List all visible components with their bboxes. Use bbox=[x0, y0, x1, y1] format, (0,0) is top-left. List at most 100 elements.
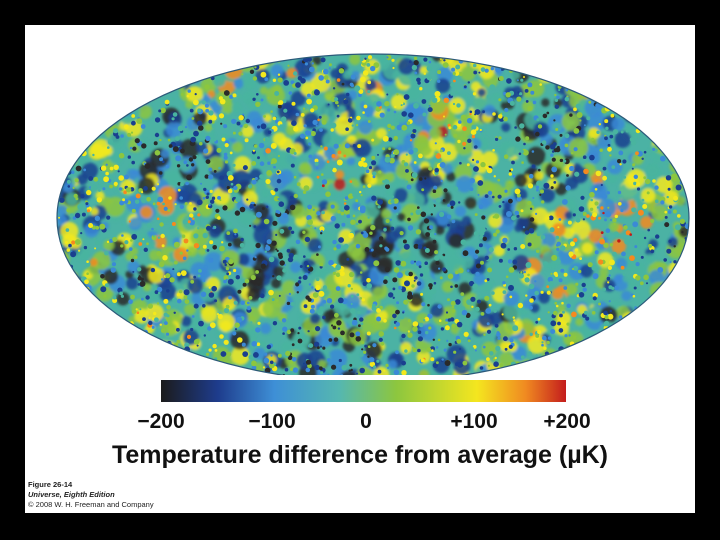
map-speck bbox=[249, 204, 255, 209]
map-speck bbox=[377, 199, 383, 205]
map-blob bbox=[616, 74, 632, 90]
map-speck bbox=[683, 320, 689, 325]
map-blob bbox=[72, 287, 90, 305]
map-speck bbox=[355, 336, 362, 342]
map-speck bbox=[385, 219, 390, 223]
map-speck bbox=[629, 255, 635, 261]
map-speck bbox=[624, 238, 631, 245]
map-speck bbox=[440, 327, 445, 331]
map-speck bbox=[312, 119, 318, 126]
map-speck bbox=[97, 96, 99, 99]
map-blob bbox=[57, 280, 63, 292]
map-speck bbox=[401, 160, 406, 164]
map-speck bbox=[333, 247, 337, 251]
map-blob bbox=[103, 95, 121, 113]
map-speck bbox=[633, 369, 637, 374]
map-speck bbox=[559, 313, 563, 318]
map-speck bbox=[238, 115, 244, 121]
map-speck bbox=[244, 278, 250, 284]
map-speck bbox=[107, 363, 110, 366]
map-blob bbox=[657, 54, 678, 74]
map-speck bbox=[460, 292, 465, 296]
map-speck bbox=[83, 168, 87, 172]
map-speck bbox=[604, 218, 607, 222]
map-speck bbox=[535, 334, 540, 338]
map-speck bbox=[586, 214, 590, 218]
map-speck bbox=[224, 160, 229, 164]
map-blob bbox=[530, 358, 546, 374]
map-speck bbox=[495, 137, 499, 141]
map-speck bbox=[203, 55, 209, 60]
map-speck bbox=[517, 302, 524, 309]
map-speck bbox=[302, 230, 306, 234]
map-speck bbox=[141, 352, 147, 358]
map-blob bbox=[551, 222, 566, 237]
map-speck bbox=[69, 275, 76, 282]
map-speck bbox=[478, 71, 481, 74]
map-speck bbox=[260, 98, 264, 102]
map-speck bbox=[673, 245, 676, 248]
map-speck bbox=[180, 148, 185, 154]
map-speck bbox=[535, 320, 539, 324]
map-speck bbox=[454, 284, 459, 288]
map-speck bbox=[463, 331, 469, 337]
map-blob bbox=[75, 292, 92, 310]
map-speck bbox=[113, 128, 119, 134]
map-speck bbox=[687, 371, 689, 374]
map-speck bbox=[663, 365, 666, 369]
map-speck bbox=[198, 62, 202, 66]
map-speck bbox=[428, 203, 435, 210]
map-blob bbox=[179, 159, 192, 172]
map-speck bbox=[131, 350, 135, 354]
map-blob bbox=[362, 105, 375, 118]
map-speck bbox=[609, 330, 613, 334]
map-speck bbox=[503, 116, 508, 122]
map-speck bbox=[129, 354, 135, 360]
map-speck bbox=[569, 165, 575, 172]
map-speck bbox=[270, 110, 273, 113]
map-blob bbox=[346, 134, 357, 145]
map-speck bbox=[417, 81, 421, 85]
map-speck bbox=[406, 184, 412, 190]
map-speck bbox=[563, 272, 568, 277]
map-speck bbox=[427, 313, 433, 319]
map-speck bbox=[278, 100, 284, 105]
map-speck bbox=[372, 365, 377, 369]
map-blob bbox=[592, 71, 607, 86]
map-speck bbox=[103, 346, 109, 352]
map-speck bbox=[653, 58, 659, 64]
map-speck bbox=[69, 93, 75, 99]
map-blob bbox=[135, 61, 145, 72]
map-speck bbox=[155, 356, 161, 362]
map-speck bbox=[335, 100, 339, 105]
map-speck bbox=[282, 326, 288, 332]
map-speck bbox=[332, 87, 336, 90]
map-speck bbox=[232, 331, 237, 336]
map-speck bbox=[529, 332, 533, 336]
map-speck bbox=[390, 125, 395, 130]
map-speck bbox=[621, 338, 627, 344]
map-speck bbox=[596, 206, 600, 209]
map-speck bbox=[212, 343, 217, 349]
map-speck bbox=[136, 76, 143, 83]
map-speck bbox=[418, 153, 423, 159]
map-speck bbox=[349, 180, 353, 183]
map-speck bbox=[484, 68, 489, 73]
map-blob bbox=[568, 137, 589, 158]
map-speck bbox=[134, 330, 139, 334]
map-blob bbox=[102, 145, 113, 156]
map-speck bbox=[146, 223, 152, 228]
map-speck bbox=[675, 93, 682, 100]
map-speck bbox=[218, 113, 225, 119]
map-speck bbox=[233, 268, 237, 273]
map-speck bbox=[349, 82, 354, 87]
map-speck bbox=[439, 162, 446, 168]
map-speck bbox=[293, 254, 299, 260]
map-speck bbox=[445, 321, 448, 325]
map-speck bbox=[611, 286, 615, 290]
figure-credit: Figure 26-14 Universe, Eighth Edition © … bbox=[28, 480, 154, 510]
map-blob bbox=[208, 225, 222, 239]
map-speck bbox=[603, 58, 606, 61]
map-speck bbox=[87, 369, 92, 374]
map-speck bbox=[332, 271, 336, 275]
